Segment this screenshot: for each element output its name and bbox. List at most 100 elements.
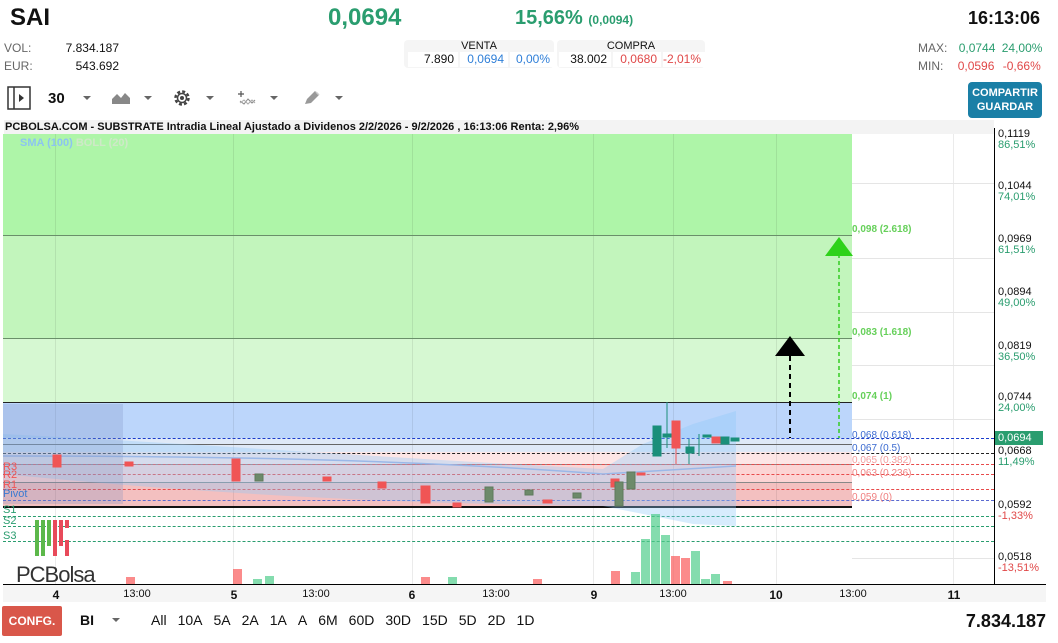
fib-label-0: 0,059 (0)	[852, 492, 893, 503]
range-10a[interactable]: 10A	[177, 612, 203, 628]
indicator-legend: SMA (100) BOLL (20)	[20, 137, 128, 149]
x-label: 13:00	[659, 588, 687, 600]
axis-label: 0,0819 36,50%	[998, 340, 1036, 363]
sidebar-toggle-button[interactable]	[7, 86, 31, 110]
fib-label-2618: 0,098 (2.618)	[852, 224, 912, 235]
chart-title: PCBOLSA.COM - SUBSTRATE Intradia Lineal …	[4, 120, 994, 134]
projection-arrows	[775, 237, 853, 438]
range-30d[interactable]: 30D	[385, 612, 412, 628]
x-label: 6	[408, 588, 416, 602]
x-label: 4	[52, 588, 60, 602]
x-label: 9	[590, 588, 598, 602]
min-pct: -0,66%	[1002, 59, 1041, 73]
area-chart-icon	[112, 93, 130, 104]
pivot-s3: S3	[3, 530, 17, 542]
venta-label: VENTA	[461, 40, 497, 52]
max-pct: 24,00%	[1001, 41, 1043, 55]
drawing-tools-select[interactable]	[303, 86, 343, 110]
scale-chevron[interactable]	[112, 612, 131, 628]
fib-label-1618: 0,083 (1.618)	[852, 327, 912, 338]
volume-stat: VOL: 7.834.187	[4, 41, 124, 55]
range-a[interactable]: A	[297, 612, 308, 628]
compra-pct: -2,01%	[663, 52, 705, 67]
config-button[interactable]: CONFG.	[2, 606, 62, 636]
range-5d[interactable]: 5D	[458, 612, 477, 628]
fib-label-0618: 0,068 (0.618)	[852, 430, 912, 441]
venta-pct: 0,00%	[510, 52, 554, 67]
x-label: 10	[769, 588, 783, 602]
range-2a[interactable]: 2A	[241, 612, 259, 628]
ticker-symbol: SAI	[10, 4, 51, 31]
max-value: 0,0744	[958, 41, 996, 55]
range-1a[interactable]: 1A	[269, 612, 287, 628]
price-line	[3, 438, 994, 439]
interval-value: 30	[48, 89, 65, 107]
range-15d[interactable]: 15D	[422, 612, 448, 628]
x-label: 13:00	[123, 588, 151, 600]
x-label: 11	[947, 588, 961, 602]
legend-boll[interactable]: BOLL (20)	[75, 137, 129, 149]
fib-label-0382: 0,065 (0.382)	[852, 455, 912, 466]
settings-select[interactable]	[172, 86, 214, 110]
up-arrow-icon	[825, 237, 853, 256]
axis-label: 0,0969 61,51%	[998, 233, 1036, 256]
last-price: 0,0694	[328, 4, 402, 31]
legend-sma[interactable]: SMA (100)	[20, 137, 73, 149]
range-5a[interactable]: 5A	[213, 612, 231, 628]
price-axis: 0,1119 86,51% 0,1044 74,01% 0,0969 61,51% 0…	[994, 128, 1046, 584]
volume-total: 7.834.187	[965, 611, 1046, 631]
fib-label-05: 0,067 (0.5)	[852, 443, 901, 454]
eur-value: 543.692	[75, 59, 119, 73]
chevron-down-icon	[112, 618, 120, 622]
max-stat: MAX: 0,0744 24,00%	[918, 41, 1042, 55]
chart-plot-area[interactable]: PCBolsa SMA (100) BOLL (20) R3 R2 R1 Piv…	[3, 134, 994, 584]
save-label: GUARDAR	[976, 101, 1034, 113]
compra-qty: 38.002	[559, 52, 611, 67]
share-label: COMPARTIR	[972, 87, 1038, 99]
chevron-down-icon	[335, 96, 343, 100]
chart-type-select[interactable]	[112, 86, 152, 110]
sidebar-toggle-icon	[7, 86, 31, 110]
chevron-down-icon	[206, 96, 214, 100]
fib-zone-red-2	[3, 464, 852, 482]
current-price-tag: 0,0694	[995, 431, 1043, 445]
fib-label-1: 0,074 (1)	[852, 391, 893, 402]
x-label: 13:00	[302, 588, 330, 600]
range-2d[interactable]: 2D	[487, 612, 506, 628]
share-save-button[interactable]: COMPARTIR GUARDAR	[968, 82, 1042, 118]
indicators-select[interactable]	[238, 86, 278, 110]
pivot-s1: S1	[3, 504, 17, 516]
scale-select[interactable]: BI	[80, 612, 94, 628]
interval-select[interactable]: 30	[48, 86, 91, 110]
axis-label: 0,0592 -1,33%	[998, 499, 1033, 522]
max-label: MAX:	[918, 41, 948, 55]
compra-label: COMPRA	[606, 40, 656, 52]
bollinger-bands	[3, 404, 737, 526]
fib-zone-blue-light	[3, 438, 852, 452]
gear-icon	[174, 90, 190, 106]
compra-price: 0,0680	[613, 52, 661, 67]
vol-label: VOL:	[4, 41, 32, 55]
min-value: 0,0596	[957, 59, 995, 73]
range-selector: BI All 10A 5A 2A 1A A 6M 60D 30D 15D 5D …	[80, 612, 545, 628]
change-pct: 15,66%	[515, 7, 583, 29]
venta-price: 0,0694	[460, 52, 508, 67]
range-6m[interactable]: 6M	[318, 612, 338, 628]
up-arrow-icon	[775, 336, 805, 356]
chevron-down-icon	[270, 96, 278, 100]
range-60d[interactable]: 60D	[348, 612, 375, 628]
fib-label-0236: 0,063 (0.236)	[852, 468, 912, 479]
compra-panel: COMPRA 38.002 0,0680 -2,01%	[557, 40, 705, 68]
pivot-r2: R2	[3, 469, 18, 481]
candlesticks	[52, 402, 740, 508]
axis-label: 0,0668 11,49%	[998, 445, 1035, 468]
drawing-pencil-icon	[305, 91, 320, 104]
pcbolsa-logo-icon	[35, 520, 69, 556]
min-stat: MIN: 0,0596 -0,66%	[918, 59, 1041, 73]
venta-panel: VENTA 7.890 0,0694 0,00%	[404, 40, 554, 68]
range-1d[interactable]: 1D	[516, 612, 535, 628]
fib-zone-upper	[3, 134, 852, 235]
fib-zone-blue	[3, 402, 852, 438]
range-all[interactable]: All	[151, 612, 167, 628]
venta-qty: 7.890	[408, 52, 458, 67]
